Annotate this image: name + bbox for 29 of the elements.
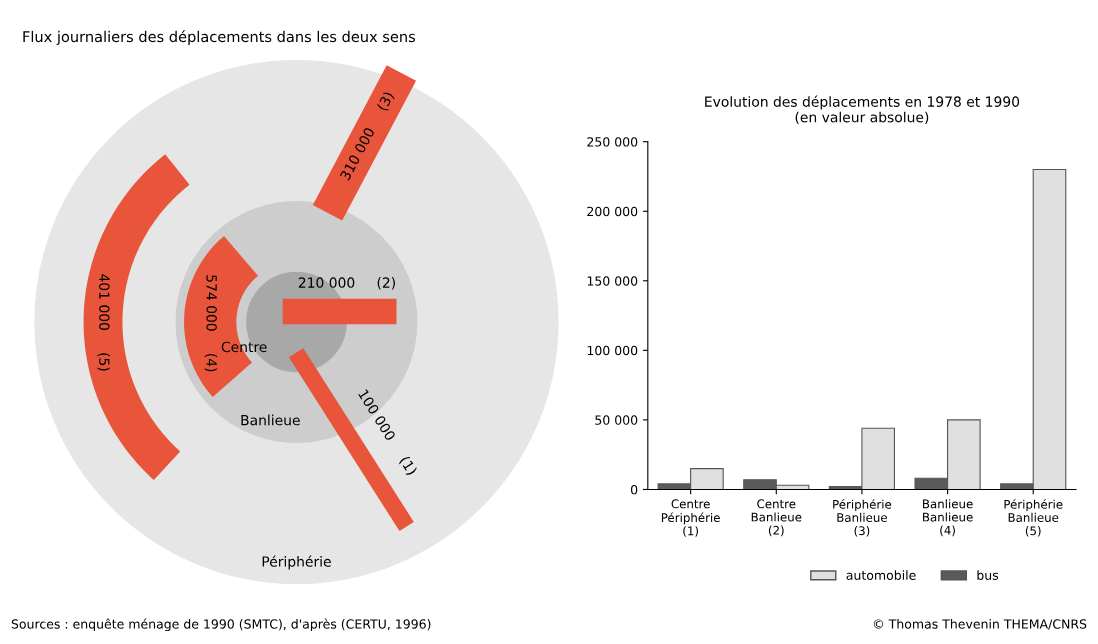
data-label: 401 000 xyxy=(99,274,110,330)
text: © Thomas Thevenin THEMA/CNRS xyxy=(873,619,1087,630)
category-label: (3) xyxy=(376,90,396,112)
legend-label: bus xyxy=(977,570,999,580)
y-tick-label: 0 xyxy=(630,484,638,495)
y-tick-label: 200 000 xyxy=(587,206,638,217)
chart-title: Evolution des déplacements en 1978 et 1990 (en valeur absolue) xyxy=(705,95,1020,125)
category-label: (2) xyxy=(377,277,395,290)
text: Périphérie xyxy=(262,555,331,570)
y-tick-label: 100 000 xyxy=(587,345,638,356)
data-label: 574 000 xyxy=(206,275,217,331)
category-label: (1) xyxy=(398,455,418,477)
x-tick-label: Centre Banlieue (2) xyxy=(751,499,802,537)
data-label: 310 000 xyxy=(339,126,375,181)
x-tick-label: Périphérie Banlieue (3) xyxy=(833,499,892,537)
category-label: (5) xyxy=(97,353,110,371)
y-tick-label: 250 000 xyxy=(587,137,638,147)
category-label: (4) xyxy=(204,354,218,372)
source-note: Sources : enquête ménage de 1990 (SMTC), d'après (CERTU, 1996) xyxy=(11,618,431,632)
text: Banlieue xyxy=(241,414,300,426)
data-label: 210 000 xyxy=(298,277,355,288)
x-tick-label: Périphérie Banlieue (5) xyxy=(1004,499,1063,537)
x-tick-label: Centre Périphérie (1) xyxy=(661,499,720,537)
x-tick-label: Banlieue Banlieue (4) xyxy=(923,499,973,537)
y-tick-label: 50 000 xyxy=(595,415,638,425)
text: Centre xyxy=(221,341,267,353)
text: Flux journaliers des déplacements dans les deux sens xyxy=(23,30,416,45)
y-tick-label: 150 000 xyxy=(587,276,638,286)
legend-label: automobile xyxy=(846,570,916,580)
